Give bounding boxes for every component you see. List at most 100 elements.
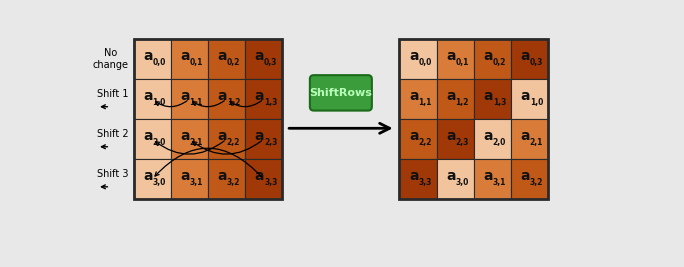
Text: 1,3: 1,3 [492,98,506,107]
Text: a: a [484,129,493,143]
Text: 0,2: 0,2 [227,58,240,66]
Bar [245,79,282,119]
Text: 3,3: 3,3 [264,178,278,187]
Text: a: a [254,89,264,103]
Text: 1,2: 1,2 [456,98,469,107]
Text: 2,2: 2,2 [227,138,240,147]
Bar [474,119,511,159]
Text: 3,2: 3,2 [227,178,240,187]
Bar [208,39,245,79]
Text: a: a [446,129,456,143]
Bar [511,39,548,79]
Text: a: a [218,89,227,103]
Text: 0,1: 0,1 [456,58,469,66]
Text: a: a [218,49,227,62]
Text: 2,3: 2,3 [264,138,278,147]
Bar [399,79,436,119]
Text: a: a [218,169,227,183]
Bar [399,39,436,79]
Text: 0,0: 0,0 [153,58,166,66]
Bar [245,119,282,159]
Text: a: a [484,169,493,183]
Text: 1,2: 1,2 [227,98,240,107]
Text: 1,0: 1,0 [530,98,543,107]
Bar [436,119,474,159]
Bar [436,159,474,199]
Bar [171,39,208,79]
Text: 0,3: 0,3 [264,58,278,66]
Text: 0,0: 0,0 [418,58,432,66]
Text: a: a [181,169,190,183]
Text: a: a [254,169,264,183]
Text: a: a [143,129,153,143]
Bar [511,159,548,199]
Text: a: a [143,169,153,183]
Text: 3,3: 3,3 [418,178,432,187]
Text: a: a [521,89,530,103]
Bar [208,79,245,119]
Bar [399,159,436,199]
Text: ShiftRows: ShiftRows [309,88,372,98]
Bar [245,39,282,79]
Text: 3,0: 3,0 [153,178,166,187]
Text: Shift 1: Shift 1 [97,89,129,99]
Text: a: a [521,129,530,143]
Bar [436,39,474,79]
Text: a: a [409,129,419,143]
Text: a: a [143,89,153,103]
Bar [208,119,245,159]
Text: 2,0: 2,0 [492,138,506,147]
Text: 3,1: 3,1 [189,178,203,187]
Text: a: a [446,89,456,103]
Bar [133,159,171,199]
Bar [133,79,171,119]
Text: a: a [181,129,190,143]
Bar [208,159,245,199]
Bar [511,119,548,159]
Text: a: a [218,129,227,143]
Bar [171,159,208,199]
Text: 2,0: 2,0 [153,138,166,147]
Bar [511,79,548,119]
Text: 0,2: 0,2 [492,58,506,66]
Text: 3,1: 3,1 [492,178,506,187]
Bar [474,79,511,119]
Bar [133,119,171,159]
Text: 1,3: 1,3 [264,98,278,107]
Text: Shift 2: Shift 2 [97,129,129,139]
Text: a: a [254,49,264,62]
Text: 2,3: 2,3 [456,138,469,147]
Text: a: a [484,89,493,103]
Text: a: a [446,169,456,183]
Text: 3,0: 3,0 [456,178,469,187]
Text: 1,1: 1,1 [418,98,432,107]
Bar [171,119,208,159]
Text: a: a [521,169,530,183]
Text: 0,1: 0,1 [189,58,203,66]
Text: 2,2: 2,2 [418,138,432,147]
Text: a: a [181,89,190,103]
Bar [133,39,171,79]
Bar [133,39,282,199]
Text: a: a [484,49,493,62]
Text: a: a [409,89,419,103]
Text: a: a [254,129,264,143]
Bar [474,159,511,199]
Text: a: a [143,49,153,62]
Text: a: a [521,49,530,62]
Text: 2,1: 2,1 [189,138,203,147]
Text: 1,0: 1,0 [153,98,166,107]
Text: Shift 3: Shift 3 [97,169,129,179]
Text: a: a [446,49,456,62]
Bar [245,159,282,199]
Text: a: a [181,49,190,62]
Text: 3,2: 3,2 [530,178,543,187]
Text: 1,1: 1,1 [189,98,203,107]
Bar [399,39,548,199]
Text: No
change: No change [93,48,129,70]
Bar [436,79,474,119]
Text: 0,3: 0,3 [530,58,543,66]
Text: 2,1: 2,1 [530,138,543,147]
Text: a: a [409,49,419,62]
Bar [399,119,436,159]
